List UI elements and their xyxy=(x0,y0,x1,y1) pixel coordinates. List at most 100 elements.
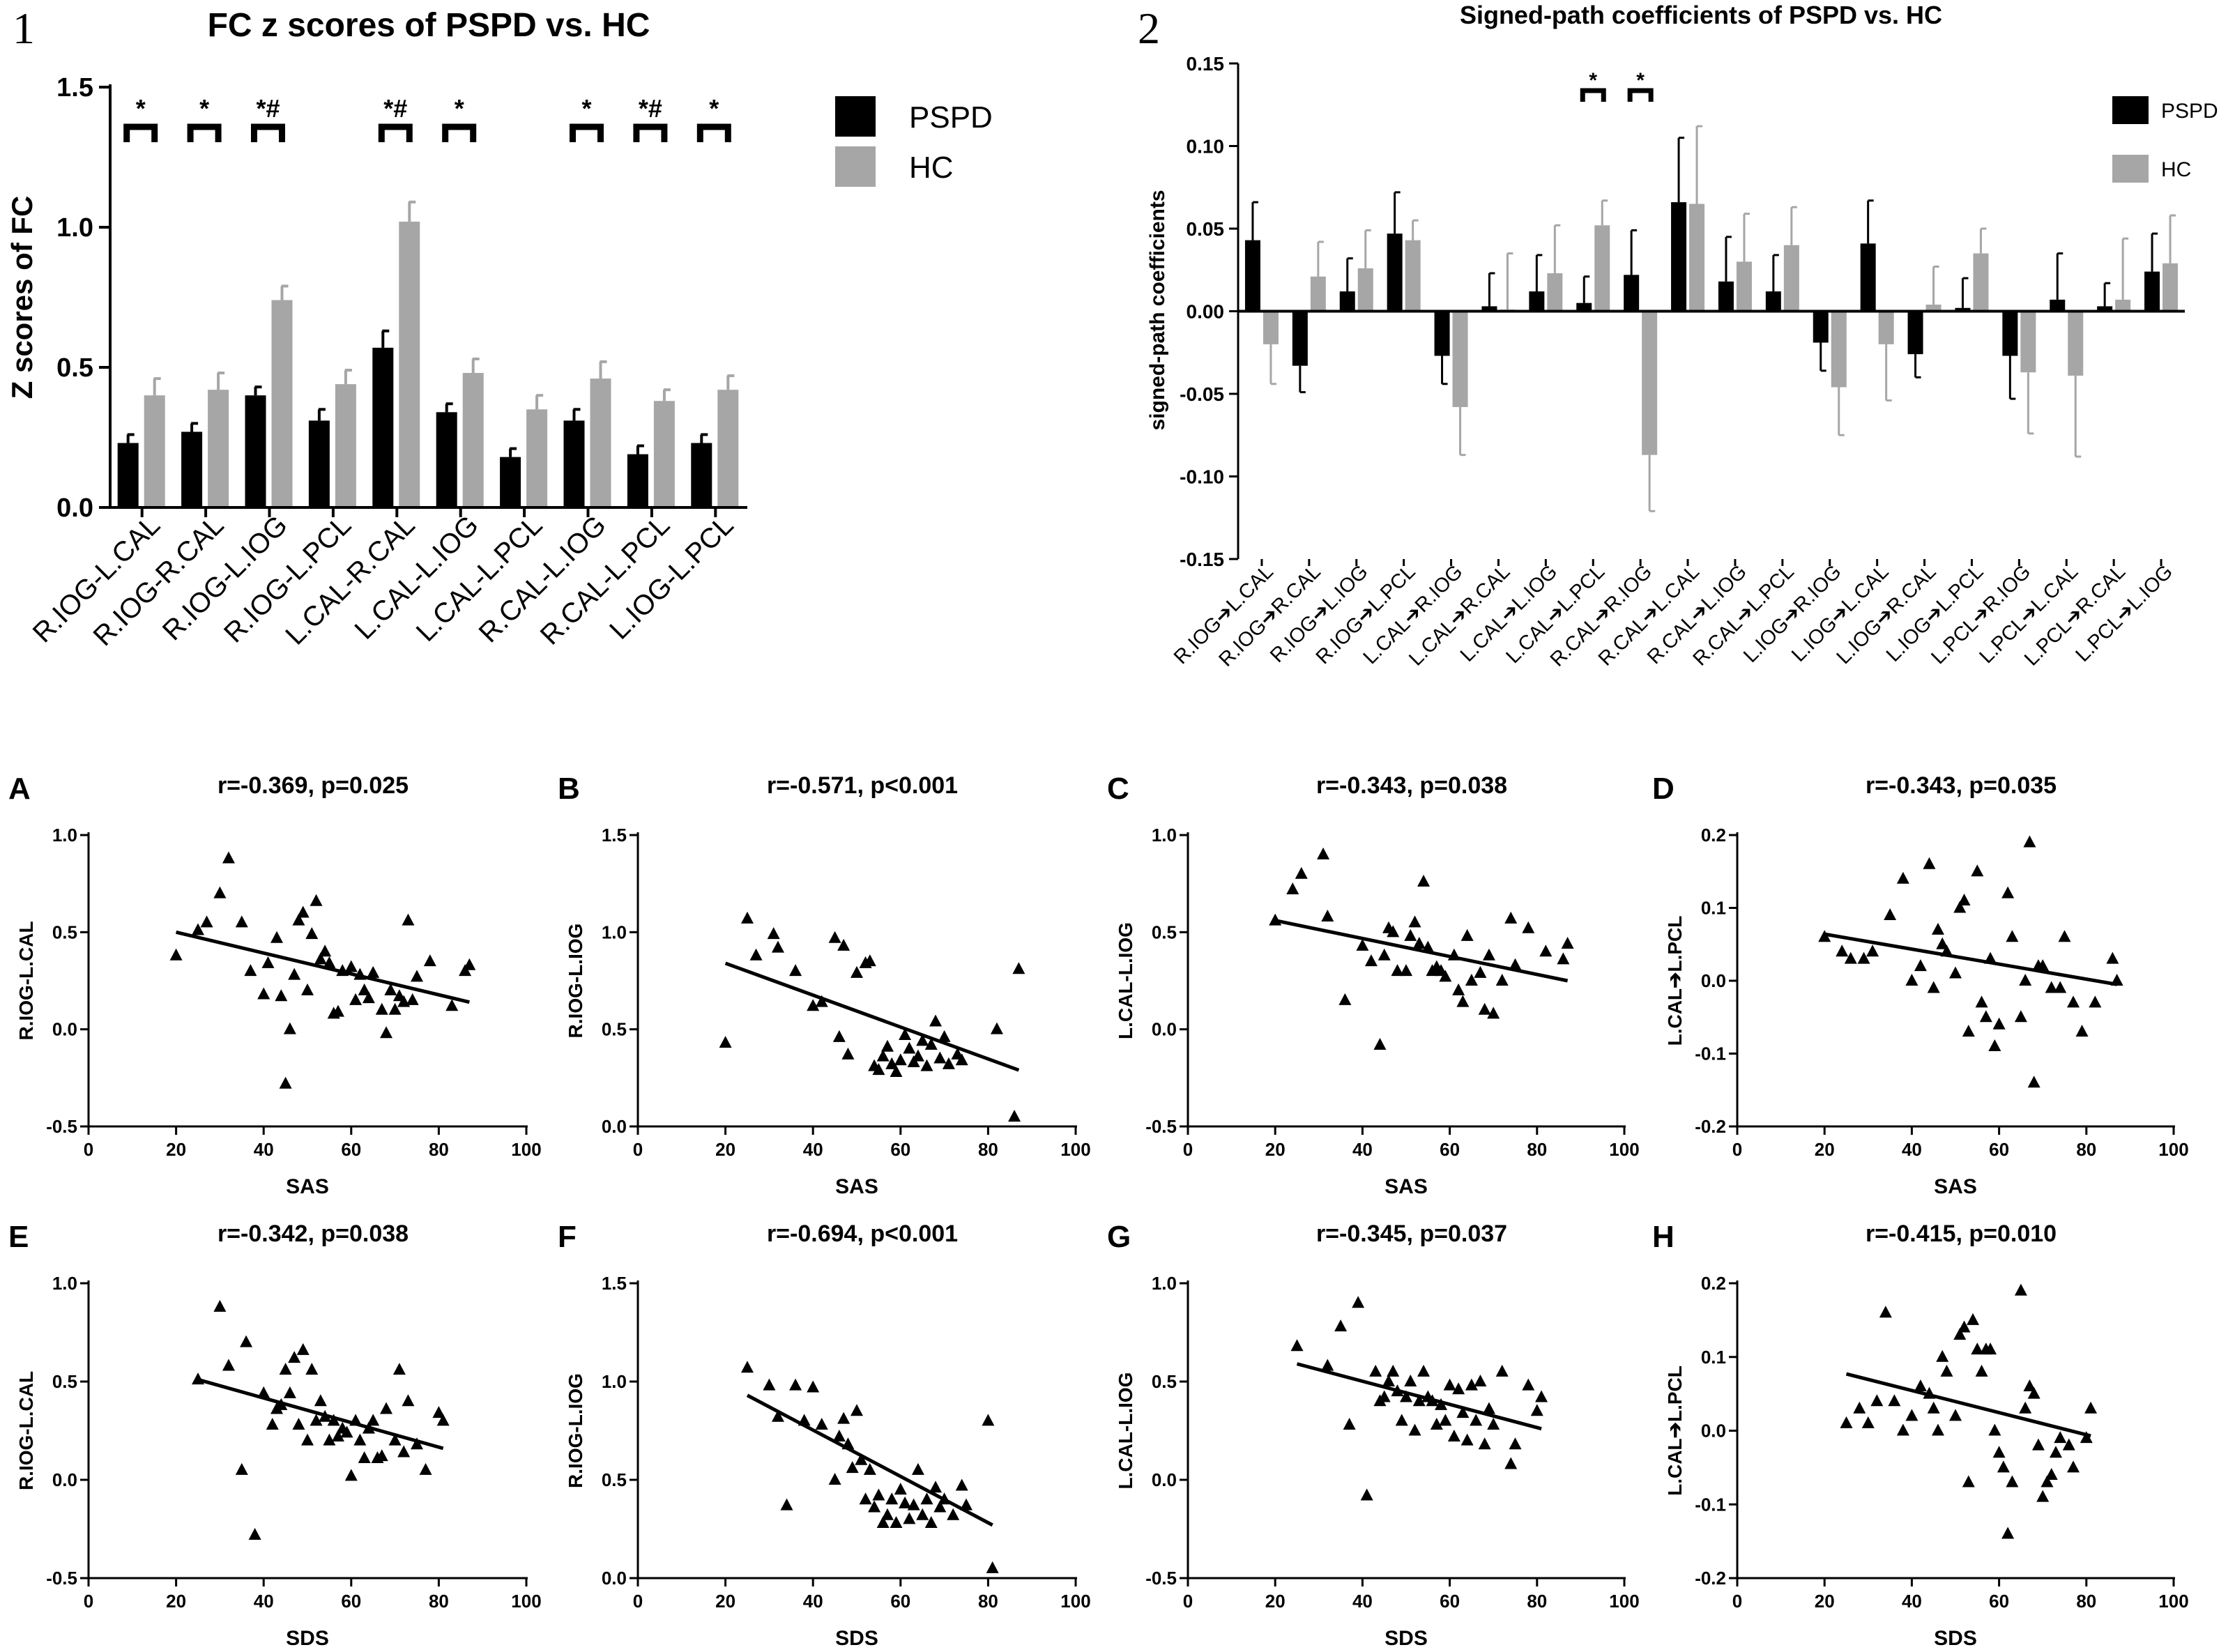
scatter-d-ytick-label: 0.1 xyxy=(1701,898,1726,919)
scatter-a-point-26 xyxy=(344,960,358,972)
bar-pspd-2 xyxy=(1292,311,1308,366)
scatter-a-point-19 xyxy=(310,894,323,906)
panel-2-sig-label-1: * xyxy=(1589,69,1597,92)
panel-2-ytick-label: 0.10 xyxy=(1187,136,1225,158)
bar-pspd-8 xyxy=(563,420,585,507)
scatter-d-point-25 xyxy=(2001,886,2015,898)
scatter-e-title: r=-0.342, p=0.038 xyxy=(218,1221,409,1247)
scatter-h-ytick-label: 0.2 xyxy=(1701,1273,1726,1294)
scatter-c-point-14 xyxy=(1400,964,1412,977)
scatter-h-point-27 xyxy=(2001,1527,2015,1539)
scatter-b-x-label: SAS xyxy=(835,1175,878,1198)
panel-2-ytick-label: -0.15 xyxy=(1180,549,1224,570)
scatter-d-ytick-label: -0.1 xyxy=(1695,1043,1726,1064)
scatter-e-letter: E xyxy=(8,1220,29,1254)
scatter-g-point-35 xyxy=(1495,1364,1509,1377)
scatter-b-point-12 xyxy=(841,1047,855,1060)
bar-hc-15 xyxy=(1925,305,1942,312)
scatter-c-ytick-label: -0.5 xyxy=(1145,1116,1177,1137)
scatter-f-letter: F xyxy=(558,1220,577,1254)
scatter-d-point-3 xyxy=(1844,951,1857,964)
scatter-e-point-38 xyxy=(402,1394,415,1407)
scatter-c-point-7 xyxy=(1356,938,1369,951)
panel-1-title: FC z scores of PSPD vs. HC xyxy=(208,7,650,44)
scatter-f-xtick-label: 40 xyxy=(803,1591,823,1612)
scatter-d-point-29 xyxy=(2023,835,2036,848)
scatter-a-point-18 xyxy=(305,927,319,940)
scatter-h-point-7 xyxy=(1896,1423,1909,1436)
bar-hc-17 xyxy=(2020,311,2036,373)
scatter-g-xtick-label: 40 xyxy=(1352,1591,1373,1612)
panel-1-number: 1 xyxy=(13,3,35,53)
scatter-d-point-32 xyxy=(2036,959,2050,972)
scatter-d-point-37 xyxy=(2075,1025,2089,1037)
scatter-b-point-22 xyxy=(894,1053,907,1066)
scatter-e-point-12 xyxy=(283,1386,296,1398)
scatter-a-point-31 xyxy=(367,965,380,978)
scatter-c-fit-line xyxy=(1274,919,1569,983)
scatter-d-point-5 xyxy=(1866,944,1879,957)
bar-pspd-8 xyxy=(1576,303,1592,312)
scatter-f-point-17 xyxy=(863,1462,876,1475)
panel-1-sig-bracket-5 xyxy=(378,123,413,142)
scatter-b-point-24 xyxy=(903,1041,916,1054)
panel-1-legend-swatch-hc xyxy=(835,146,876,187)
scatter-b-point-36 xyxy=(990,1022,1003,1034)
scatter-g-xtick-label: 80 xyxy=(1527,1591,1547,1612)
scatter-e-xtick-label: 60 xyxy=(341,1591,361,1612)
scatter-d-xtick-label: 100 xyxy=(2158,1139,2188,1160)
scatter-c-xtick-label: 60 xyxy=(1440,1139,1460,1160)
scatter-c-point-6 xyxy=(1338,993,1352,1005)
scatter-d-point-19 xyxy=(1971,864,1984,877)
scatter-e-point-40 xyxy=(419,1462,432,1475)
scatter-f-point-16 xyxy=(859,1492,872,1505)
bar-pspd-6 xyxy=(1481,306,1497,312)
scatter-e-fit-line xyxy=(197,1377,444,1451)
scatter-e-xtick-label: 0 xyxy=(84,1591,93,1612)
scatter-f-point-13 xyxy=(846,1461,859,1474)
scatter-d-letter: D xyxy=(1652,772,1675,806)
scatter-a-xtick-label: 40 xyxy=(254,1139,274,1160)
scatter-a-ytick-label: 1.0 xyxy=(52,825,77,846)
panel-1-sig-bracket-6 xyxy=(442,123,477,142)
scatter-g-point-24 xyxy=(1443,1378,1456,1391)
scatter-d-ytick-label: -0.2 xyxy=(1695,1116,1726,1137)
scatter-h-point-1 xyxy=(1840,1416,1853,1428)
scatter-b-ytick-label: 1.0 xyxy=(602,921,627,942)
scatter-d-point-38 xyxy=(2089,995,2102,1008)
scatter-c-point-10 xyxy=(1378,948,1391,961)
scatter-d-point-18 xyxy=(1962,1025,1975,1037)
scatter-h-point-40 xyxy=(2067,1460,2080,1473)
scatter-b-point-8 xyxy=(815,995,828,1007)
scatter-d-y-label: L.CAL➔L.PCL xyxy=(1664,916,1686,1046)
panel-1-ytick-label: 1.0 xyxy=(56,213,93,243)
scatter-c-point-30 xyxy=(1478,1002,1491,1015)
panel-2-sig-bracket-1 xyxy=(1580,88,1606,102)
scatter-c-point-28 xyxy=(1465,974,1478,986)
scatter-d-point-23 xyxy=(1988,1039,2001,1052)
scatter-d-point-24 xyxy=(1992,1017,2006,1030)
scatter-b-point-21 xyxy=(890,1064,903,1077)
scatter-g-ytick-label: 1.0 xyxy=(1152,1273,1177,1294)
scatter-f-point-1 xyxy=(741,1361,754,1373)
scatter-d-point-16 xyxy=(1953,901,1967,913)
scatter-c-point-29 xyxy=(1474,965,1487,978)
bar-hc-10 xyxy=(717,390,739,507)
scatter-f-point-35 xyxy=(947,1508,960,1520)
scatter-c-point-31 xyxy=(1482,948,1495,961)
scatter-a-point-16 xyxy=(296,905,310,918)
scatter-f-point-19 xyxy=(872,1488,885,1501)
scatter-f-point-4 xyxy=(780,1498,793,1510)
scatter-e-point-33 xyxy=(375,1449,388,1462)
scatter-c-point-15 xyxy=(1404,928,1417,941)
scatter-e-point-26 xyxy=(344,1469,358,1481)
bar-pspd-18 xyxy=(2050,299,2066,312)
panel-2-legend-label-pspd: PSPD xyxy=(2161,100,2218,123)
bar-hc-19 xyxy=(2115,299,2131,312)
scatter-f-point-39 xyxy=(986,1561,999,1573)
scatter-a-point-27 xyxy=(349,993,363,1005)
scatter-a-point-5 xyxy=(222,851,235,864)
scatter-e-point-42 xyxy=(436,1414,450,1426)
scatter-e-point-7 xyxy=(257,1386,270,1398)
bar-pspd-9 xyxy=(1624,275,1640,312)
